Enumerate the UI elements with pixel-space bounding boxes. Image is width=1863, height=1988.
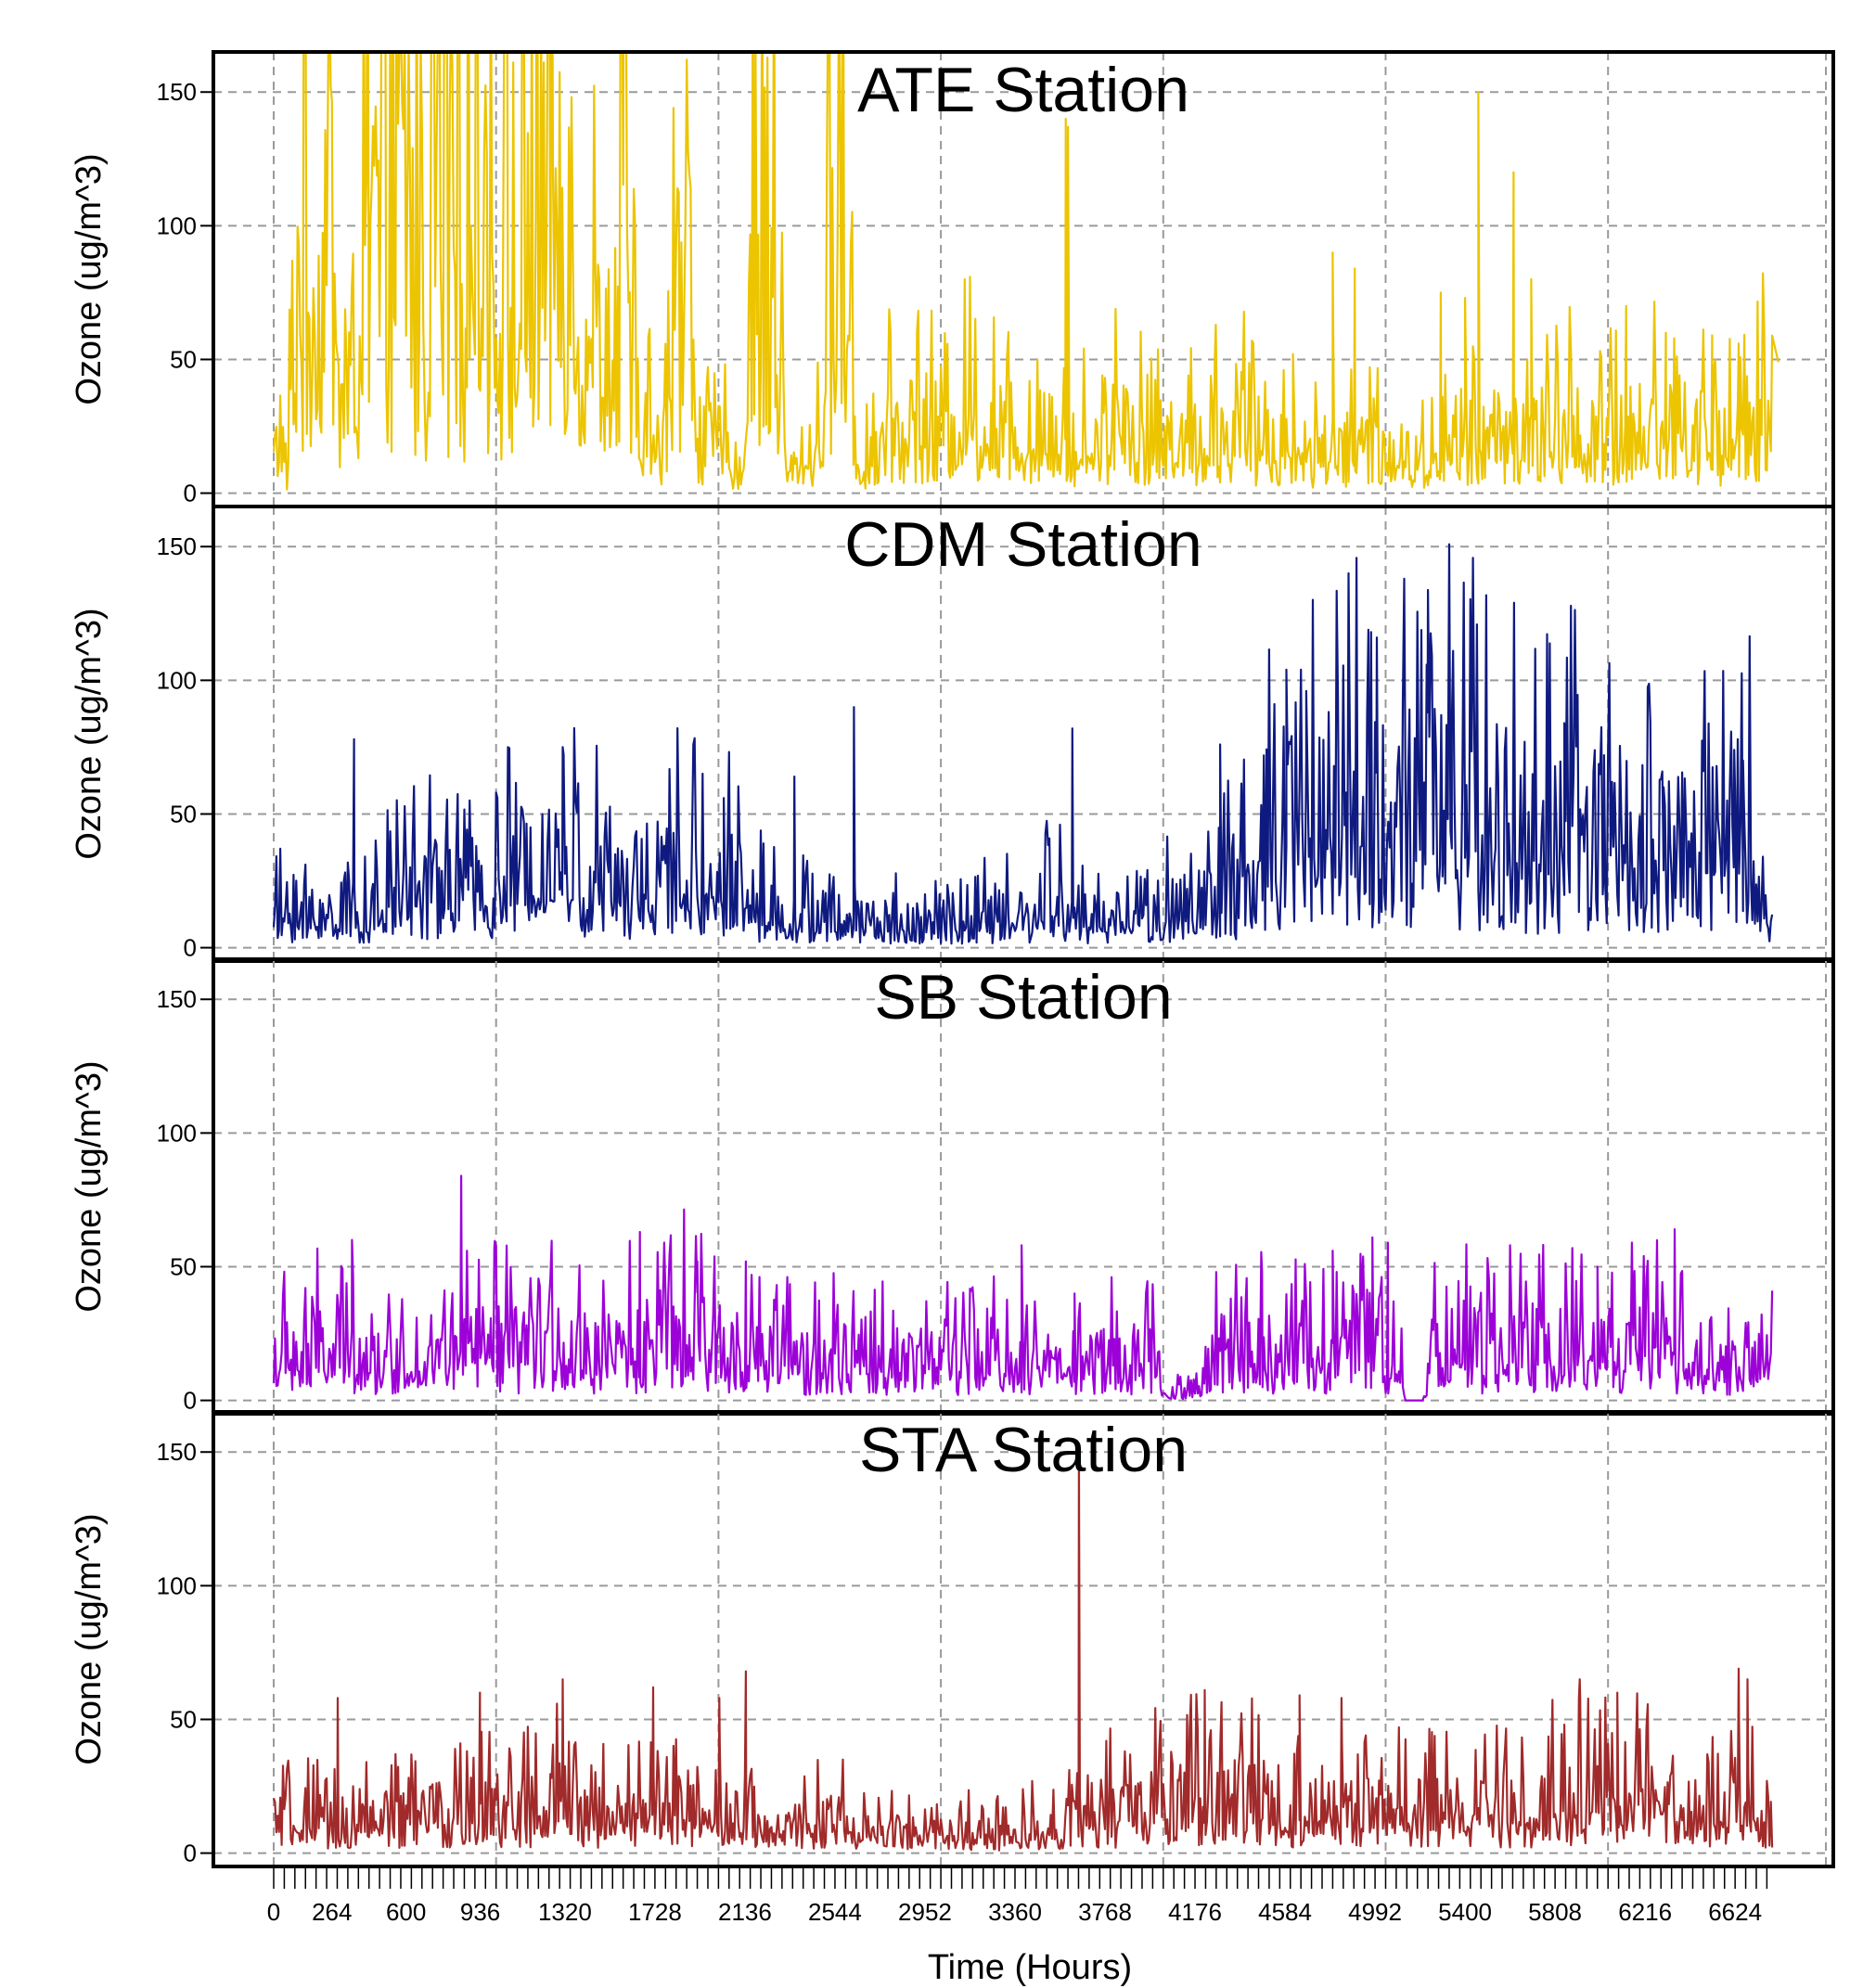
y-tick-label: 150 [157, 78, 197, 106]
y-tick-label: 0 [184, 1387, 197, 1415]
y-axis-title: Ozone (ug/m^3) [70, 1060, 109, 1312]
x-tick-label: 264 [312, 1898, 352, 1926]
x-tick-label: 3768 [1078, 1898, 1132, 1926]
y-tick-label: 50 [170, 1252, 197, 1280]
x-tick-label: 5400 [1438, 1898, 1492, 1926]
panel-1: 0 50 100 150 Ozone (ug/m^3) ATE Station [70, 50, 1835, 508]
y-tick-label: 100 [157, 212, 197, 239]
x-tick-label: 0 [267, 1898, 280, 1926]
y-tick-label: 150 [157, 1438, 197, 1466]
x-tick-label: 4992 [1348, 1898, 1402, 1926]
x-tick-label: 600 [386, 1898, 426, 1926]
y-axis-title: Ozone (ug/m^3) [70, 1513, 109, 1764]
y-tick-label: 0 [184, 1840, 197, 1867]
y-tick-label: 150 [157, 532, 197, 560]
series-line [272, 1445, 1774, 1852]
panel-title: SB Station [874, 962, 1172, 1032]
panel-2: 0 50 100 150 Ozone (ug/m^3) CDM Station [70, 505, 1835, 963]
y-tick-label: 100 [157, 1571, 197, 1599]
x-tick-label: 6624 [1708, 1898, 1762, 1926]
panel-title: ATE Station [857, 55, 1189, 125]
x-tick-label: 2136 [718, 1898, 772, 1926]
x-tick-label: 1728 [628, 1898, 682, 1926]
y-tick-label: 50 [170, 1705, 197, 1733]
series-line [272, 1174, 1774, 1402]
panel-frame [212, 1410, 1835, 1868]
x-tick-label: 936 [460, 1898, 500, 1926]
y-tick-label: 150 [157, 985, 197, 1013]
y-tick-label: 0 [184, 934, 197, 962]
x-tick-label: 1320 [538, 1898, 592, 1926]
x-tick-label: 6216 [1618, 1898, 1672, 1926]
panel-title: CDM Station [844, 509, 1201, 580]
y-axis-title: Ozone (ug/m^3) [70, 608, 109, 859]
panel-title: STA Station [859, 1415, 1188, 1485]
panel-4: 0 50 100 150 Ozone (ug/m^3) STA Station [70, 1410, 1835, 1868]
panels: 0 50 100 150 Ozone (ug/m^3) ATE Station 0 50 100… [70, 50, 1835, 1868]
y-tick-label: 50 [170, 345, 197, 373]
x-tick-label: 4176 [1168, 1898, 1222, 1926]
x-tick-label: 4584 [1258, 1898, 1312, 1926]
x-axis: 0 264 600 936 1320 1728 2136 2544 2952 3360 3768 41… [267, 1866, 1768, 1926]
y-tick-label: 0 [184, 480, 197, 507]
x-tick-label: 5808 [1528, 1898, 1582, 1926]
y-tick-label: 50 [170, 800, 197, 827]
panel-3: 0 50 100 150 Ozone (ug/m^3) SB Station [70, 957, 1835, 1416]
x-tick-label: 3360 [988, 1898, 1042, 1926]
series-line [272, 543, 1774, 945]
y-tick-label: 100 [157, 1119, 197, 1147]
y-axis-title: Ozone (ug/m^3) [70, 153, 109, 404]
x-axis-title: Time (Hours) [928, 1948, 1132, 1987]
x-tick-label: 2544 [808, 1898, 862, 1926]
y-tick-label: 100 [157, 666, 197, 694]
series-line [272, 52, 1779, 491]
x-tick-label: 2952 [898, 1898, 952, 1926]
